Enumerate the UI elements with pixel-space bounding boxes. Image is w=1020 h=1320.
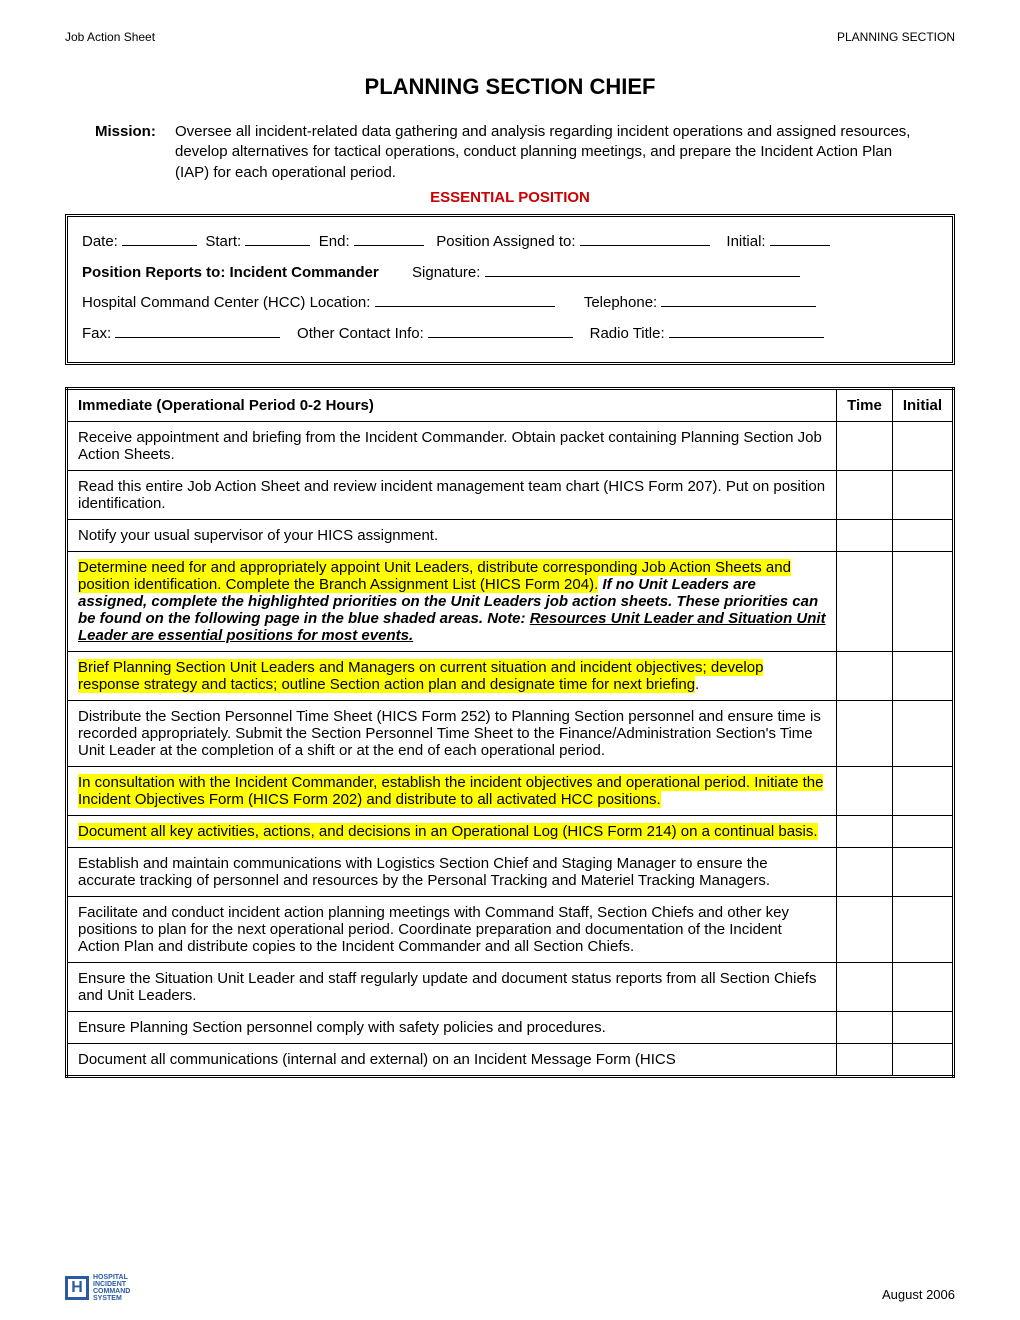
page-header: Job Action Sheet PLANNING SECTION — [65, 30, 955, 44]
table-row: Document all communications (internal an… — [67, 1043, 954, 1076]
col-task: Immediate (Operational Period 0-2 Hours) — [67, 388, 837, 421]
table-row: Receive appointment and briefing from th… — [67, 421, 954, 470]
task-cell: Document all communications (internal an… — [67, 1043, 837, 1076]
time-cell[interactable] — [837, 962, 893, 1011]
other-field[interactable] — [428, 323, 573, 338]
time-cell[interactable] — [837, 1043, 893, 1076]
initial-cell[interactable] — [892, 766, 953, 815]
table-row: Document all key activities, actions, an… — [67, 815, 954, 847]
task-cell: Receive appointment and briefing from th… — [67, 421, 837, 470]
radio-field[interactable] — [669, 323, 824, 338]
signature-field[interactable] — [485, 262, 800, 277]
task-cell: Ensure Planning Section personnel comply… — [67, 1011, 837, 1043]
task-cell: In consultation with the Incident Comman… — [67, 766, 837, 815]
task-cell: Ensure the Situation Unit Leader and sta… — [67, 962, 837, 1011]
task-cell: Brief Planning Section Unit Leaders and … — [67, 651, 837, 700]
table-row: Notify your usual supervisor of your HIC… — [67, 519, 954, 551]
time-cell[interactable] — [837, 1011, 893, 1043]
time-cell[interactable] — [837, 700, 893, 766]
task-cell: Read this entire Job Action Sheet and re… — [67, 470, 837, 519]
table-row: Ensure Planning Section personnel comply… — [67, 1011, 954, 1043]
logo-text: HOSPITAL INCIDENT COMMAND SYSTEM — [93, 1274, 130, 1302]
task-cell: Notify your usual supervisor of your HIC… — [67, 519, 837, 551]
task-cell: Determine need for and appropriately app… — [67, 551, 837, 651]
end-label: End: — [319, 233, 350, 250]
info-box: Date: Start: End: Position Assigned to: … — [65, 214, 955, 365]
header-right: PLANNING SECTION — [837, 30, 955, 44]
time-cell[interactable] — [837, 421, 893, 470]
time-cell[interactable] — [837, 519, 893, 551]
initial-cell[interactable] — [892, 551, 953, 651]
initial-cell[interactable] — [892, 815, 953, 847]
footer-date: August 2006 — [882, 1287, 955, 1302]
radio-label: Radio Title: — [590, 325, 665, 342]
hcc-label: Hospital Command Center (HCC) Location: — [82, 294, 370, 311]
initial-cell[interactable] — [892, 519, 953, 551]
initial-cell[interactable] — [892, 847, 953, 896]
time-cell[interactable] — [837, 896, 893, 962]
date-label: Date: — [82, 233, 118, 250]
time-cell[interactable] — [837, 470, 893, 519]
initial-cell[interactable] — [892, 470, 953, 519]
initial-cell[interactable] — [892, 1011, 953, 1043]
table-row: Read this entire Job Action Sheet and re… — [67, 470, 954, 519]
initial-cell[interactable] — [892, 700, 953, 766]
telephone-label: Telephone: — [584, 294, 657, 311]
time-cell[interactable] — [837, 815, 893, 847]
header-left: Job Action Sheet — [65, 30, 155, 44]
fax-field[interactable] — [115, 323, 280, 338]
task-cell: Facilitate and conduct incident action p… — [67, 896, 837, 962]
mission-label: Mission: — [95, 122, 175, 183]
initial-cell[interactable] — [892, 421, 953, 470]
table-row: Facilitate and conduct incident action p… — [67, 896, 954, 962]
table-row: Brief Planning Section Unit Leaders and … — [67, 651, 954, 700]
signature-label: Signature: — [412, 264, 480, 281]
col-time: Time — [837, 388, 893, 421]
essential-position: ESSENTIAL POSITION — [65, 189, 955, 206]
initial-cell[interactable] — [892, 896, 953, 962]
page-footer: H HOSPITAL INCIDENT COMMAND SYSTEM Augus… — [65, 1274, 955, 1302]
mission-block: Mission: Oversee all incident-related da… — [95, 122, 925, 183]
hcc-field[interactable] — [375, 292, 555, 307]
table-row: Ensure the Situation Unit Leader and sta… — [67, 962, 954, 1011]
mission-text: Oversee all incident-related data gather… — [175, 122, 925, 183]
table-row: Establish and maintain communications wi… — [67, 847, 954, 896]
date-field[interactable] — [122, 231, 197, 246]
hics-logo: H HOSPITAL INCIDENT COMMAND SYSTEM — [65, 1274, 130, 1302]
time-cell[interactable] — [837, 551, 893, 651]
tasks-table: Immediate (Operational Period 0-2 Hours)… — [65, 387, 955, 1078]
page-title: PLANNING SECTION CHIEF — [65, 74, 955, 100]
task-cell: Document all key activities, actions, an… — [67, 815, 837, 847]
end-field[interactable] — [354, 231, 424, 246]
telephone-field[interactable] — [661, 292, 816, 307]
task-cell: Establish and maintain communications wi… — [67, 847, 837, 896]
reports-label: Position Reports to: Incident Commander — [82, 264, 379, 281]
initial-cell[interactable] — [892, 651, 953, 700]
fax-label: Fax: — [82, 325, 111, 342]
start-field[interactable] — [245, 231, 310, 246]
table-row: Distribute the Section Personnel Time Sh… — [67, 700, 954, 766]
assigned-field[interactable] — [580, 231, 710, 246]
start-label: Start: — [205, 233, 241, 250]
logo-icon: H — [65, 1276, 89, 1300]
time-cell[interactable] — [837, 847, 893, 896]
task-cell: Distribute the Section Personnel Time Sh… — [67, 700, 837, 766]
other-label: Other Contact Info: — [297, 325, 424, 342]
time-cell[interactable] — [837, 766, 893, 815]
initial-label: Initial: — [726, 233, 765, 250]
initial-cell[interactable] — [892, 1043, 953, 1076]
time-cell[interactable] — [837, 651, 893, 700]
table-row: Determine need for and appropriately app… — [67, 551, 954, 651]
table-row: In consultation with the Incident Comman… — [67, 766, 954, 815]
initial-cell[interactable] — [892, 962, 953, 1011]
assigned-label: Position Assigned to: — [436, 233, 575, 250]
col-initial: Initial — [892, 388, 953, 421]
initial-field[interactable] — [770, 231, 830, 246]
